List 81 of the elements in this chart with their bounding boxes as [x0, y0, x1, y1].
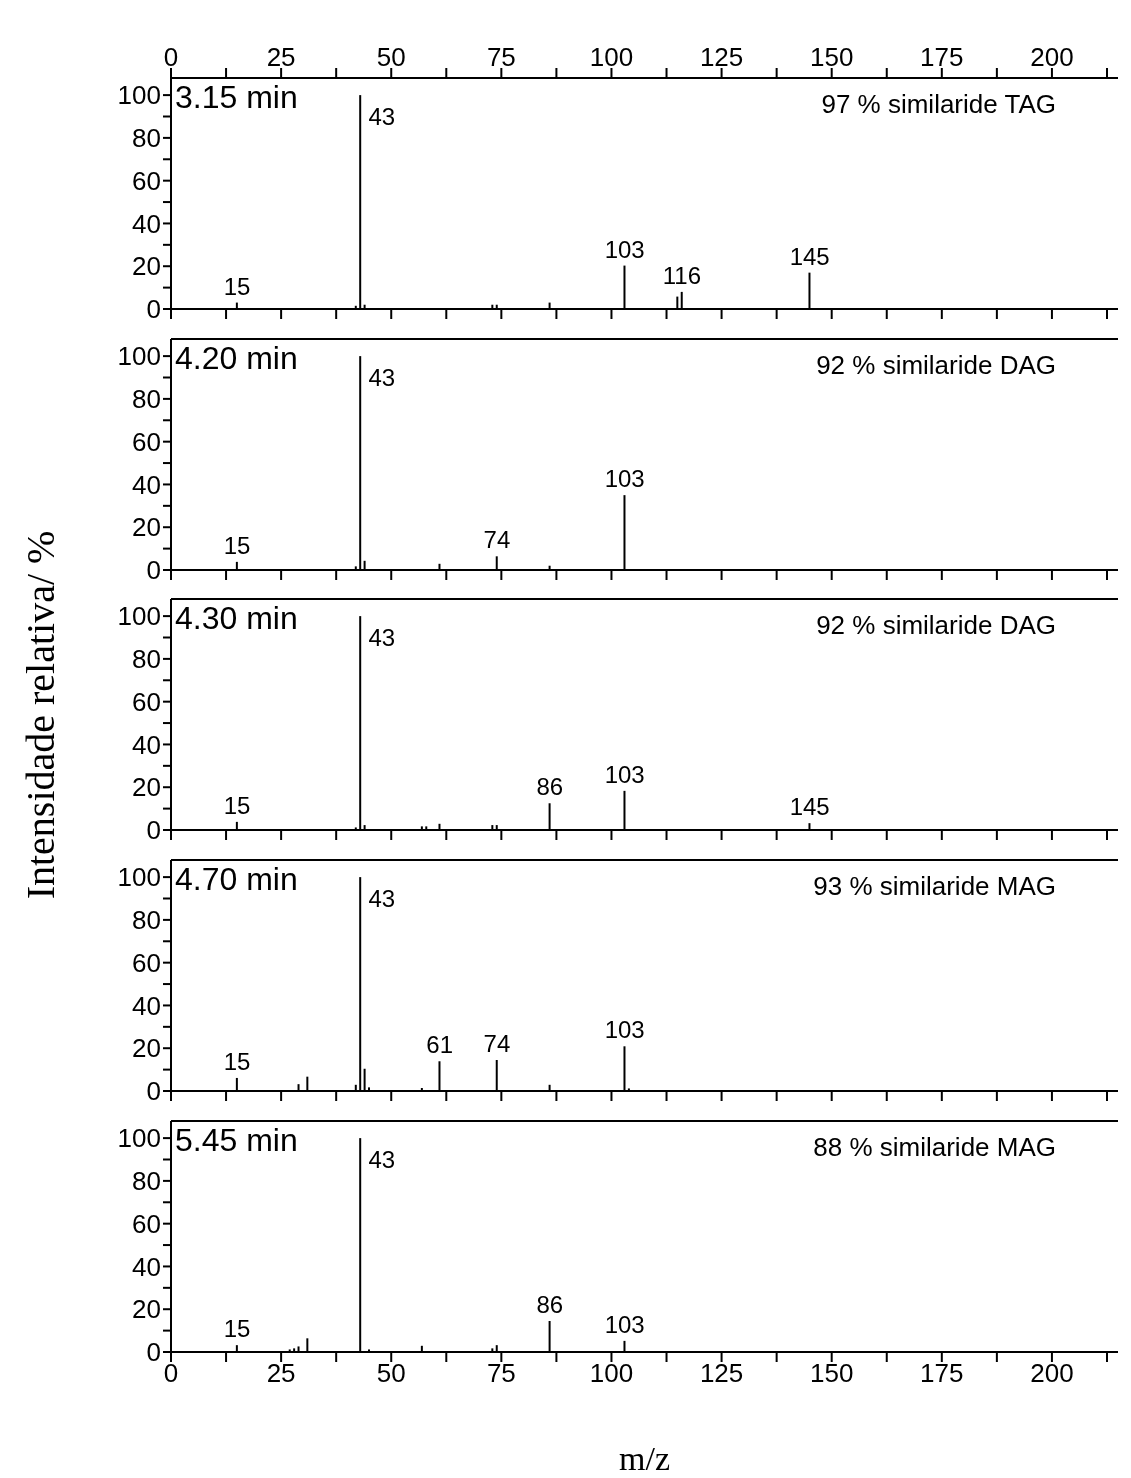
annotation: 3.15 min: [175, 79, 298, 116]
y-tick-label: 0: [146, 1337, 161, 1368]
annotation: 145: [789, 793, 830, 821]
y-tick-label: 20: [132, 512, 161, 543]
y-axis-title: Intensidade relativa/ %: [16, 530, 64, 900]
annotation: 145: [789, 242, 830, 270]
annotation: 103: [604, 235, 645, 263]
x2-tick-label: 175: [920, 42, 964, 72]
y-tick-label: 0: [146, 554, 161, 585]
annotation: 103: [604, 1016, 645, 1044]
y-tick-label: 80: [132, 644, 161, 675]
y-tick-label: 60: [132, 947, 161, 978]
annotation: 4.70 min: [175, 861, 298, 898]
annotation: 74: [483, 1030, 511, 1058]
annotation: 15: [223, 792, 251, 820]
x2-tick-label: 50: [376, 42, 406, 72]
y-tick-label: 40: [132, 208, 161, 239]
y-tick-label: 40: [132, 730, 161, 761]
x2-tick-label: 150: [810, 42, 854, 72]
y-tick-label: 20: [132, 251, 161, 282]
x-tick-label: 175: [920, 1358, 964, 1389]
annotation: 61: [426, 1031, 454, 1059]
annotation: 43: [368, 103, 396, 131]
annotation: 93 % similaride MAG: [813, 871, 1056, 902]
annotation: 5.45 min: [175, 1121, 298, 1158]
annotation: 86: [536, 773, 564, 801]
annotation: 88 % similaride MAG: [813, 1131, 1056, 1162]
y-tick-label: 0: [146, 294, 161, 325]
annotation: 103: [604, 1310, 645, 1338]
x2-tick-label: 75: [486, 42, 516, 72]
annotation: 92 % similaride DAG: [816, 349, 1056, 380]
annotation: 103: [604, 761, 645, 789]
y-tick-label: 60: [132, 165, 161, 196]
x-tick-label: 125: [699, 1358, 744, 1389]
y-tick-label: 100: [117, 862, 161, 893]
x-tick-label: 150: [810, 1358, 854, 1389]
annotation: 15: [223, 272, 251, 300]
annotation: 15: [223, 531, 251, 559]
x2-tick-label: 100: [589, 42, 634, 72]
y-tick-label: 60: [132, 1208, 161, 1239]
annotation: 43: [368, 1145, 396, 1173]
x2-tick-label: 200: [1030, 42, 1074, 72]
y-tick-label: 100: [117, 341, 161, 372]
x2-tick-label: 25: [266, 42, 296, 72]
y-tick-label: 80: [132, 383, 161, 414]
y-tick-label: 0: [146, 1076, 161, 1107]
y-tick-label: 100: [117, 601, 161, 632]
y-tick-label: 100: [117, 1123, 161, 1154]
annotation: 74: [483, 526, 511, 553]
annotation: 43: [368, 885, 396, 913]
annotation: 4.20 min: [175, 339, 298, 376]
annotation: 103: [604, 464, 645, 492]
y-tick-label: 80: [132, 905, 161, 936]
x-axis-title: m/z: [619, 1439, 670, 1477]
annotation: 92 % similaride DAG: [816, 610, 1056, 641]
y-tick-label: 20: [132, 1033, 161, 1064]
y-tick-label: 80: [132, 123, 161, 154]
y-tick-label: 40: [132, 990, 161, 1021]
x2-tick-label: 125: [699, 42, 744, 72]
annotation: 43: [368, 624, 396, 652]
x-tick-label: 200: [1030, 1358, 1074, 1389]
y-tick-label: 0: [146, 815, 161, 846]
annotation: 15: [223, 1314, 251, 1342]
x-tick-label: 50: [376, 1358, 406, 1389]
annotation: 86: [536, 1290, 564, 1318]
y-tick-label: 20: [132, 1294, 161, 1325]
annotation: 4.30 min: [175, 600, 298, 637]
y-tick-label: 80: [132, 1165, 161, 1196]
y-tick-label: 40: [132, 469, 161, 500]
y-tick-label: 40: [132, 1251, 161, 1282]
y-tick-label: 100: [117, 80, 161, 111]
y-tick-label: 60: [132, 426, 161, 457]
annotation: 43: [368, 363, 396, 391]
y-tick-label: 20: [132, 772, 161, 803]
x-tick-label: 100: [589, 1358, 634, 1389]
x-tick-label: 75: [486, 1358, 516, 1389]
annotation: 15: [223, 1048, 251, 1076]
y-tick-label: 60: [132, 687, 161, 718]
annotation: 116: [662, 261, 702, 289]
x-tick-label: 25: [266, 1358, 296, 1389]
annotation: 97 % similaride TAG: [821, 89, 1056, 119]
